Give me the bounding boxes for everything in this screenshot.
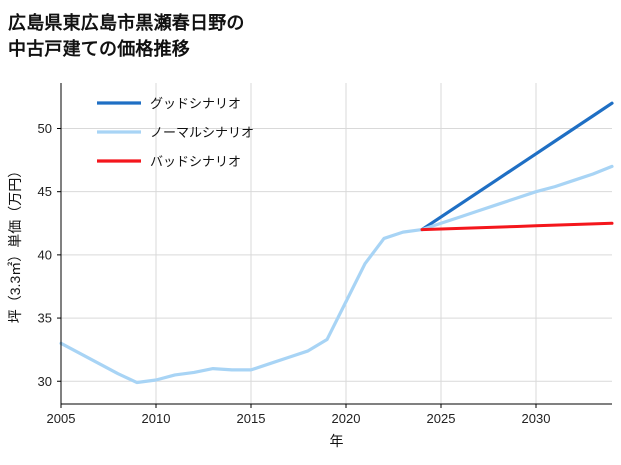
x-tick-label: 2030 [522, 411, 551, 426]
page-title: 広島県東広島市黒瀬春日野の 中古戸建ての価格推移 [8, 13, 245, 60]
y-tick-label: 40 [38, 247, 52, 262]
legend-label: グッドシナリオ [150, 96, 241, 111]
y-tick-label: 50 [38, 121, 52, 136]
series-line [420, 221, 614, 232]
series-lines [59, 101, 614, 385]
x-tick-label: 2020 [332, 411, 361, 426]
x-axis-title: 年 [330, 433, 344, 449]
series-line [420, 101, 614, 232]
legend-label: ノーマルシナリオ [150, 125, 254, 140]
series-line [59, 164, 614, 385]
x-tick-labels: 2005 2010 2015 2020 2025 2030 [47, 404, 551, 426]
y-tick-label: 35 [38, 311, 52, 326]
x-tick-label: 2005 [47, 411, 76, 426]
x-tick-label: 2015 [237, 411, 266, 426]
legend-label: バッドシナリオ [150, 154, 241, 169]
y-axis-title: 坪（3.3㎡）単価（万円） [7, 164, 23, 323]
gridlines [60, 83, 612, 404]
y-tick-labels: 30 35 40 45 50 [38, 121, 61, 389]
y-axis-title-text: 坪（3.3㎡）単価（万円） [7, 164, 23, 323]
x-tick-label: 2010 [142, 411, 171, 426]
axes [60, 83, 612, 405]
y-tick-label: 45 [38, 184, 52, 199]
y-tick-label: 30 [38, 374, 52, 389]
x-tick-label: 2025 [427, 411, 456, 426]
